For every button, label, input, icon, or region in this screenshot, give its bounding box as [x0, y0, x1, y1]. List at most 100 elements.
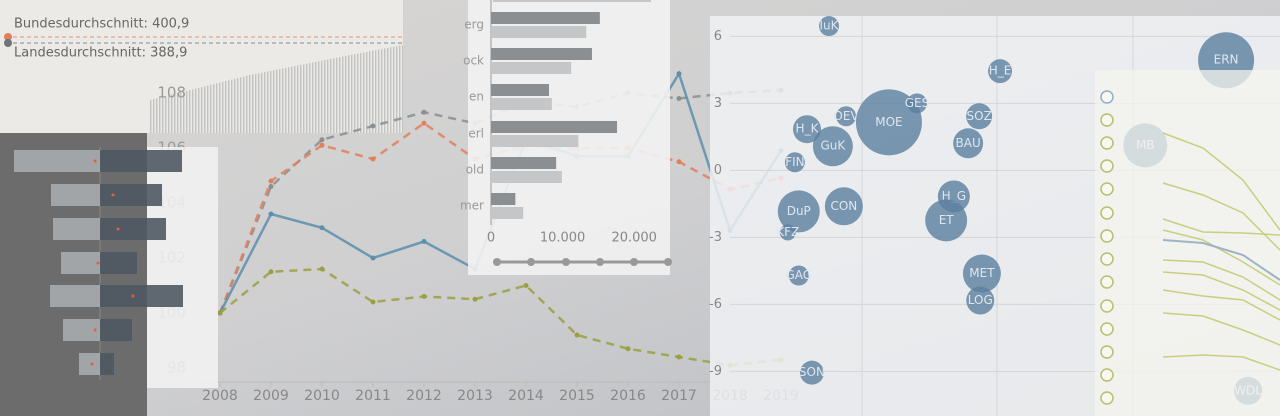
point [268, 211, 274, 217]
point [268, 184, 274, 189]
bar [491, 48, 592, 60]
bubble-label: MOE [875, 115, 902, 129]
marker [131, 294, 135, 298]
bubble [907, 93, 927, 114]
bubble [812, 126, 853, 167]
bubble [819, 16, 839, 37]
point [523, 283, 529, 288]
bubble-label: DuP [787, 204, 811, 218]
bubble-label: ET [939, 213, 955, 227]
point [421, 120, 427, 126]
marker [96, 261, 100, 265]
bar [491, 62, 572, 74]
bubble [966, 103, 993, 130]
bar [491, 157, 557, 169]
x-tick-label: 2009 [253, 388, 289, 404]
bubble [799, 360, 824, 385]
point [472, 296, 478, 302]
bar [491, 98, 552, 110]
y-tick-label: 6 [714, 29, 722, 44]
point [217, 310, 223, 316]
bubble [784, 152, 805, 173]
bar [50, 285, 100, 307]
bar [100, 252, 137, 274]
hbar-chart: 0 10.000 20.000 erg ock en erl old mer [460, 0, 672, 275]
bar [491, 135, 579, 147]
panel [1095, 70, 1280, 416]
y-tick-label: -3 [709, 230, 722, 245]
bubble [788, 265, 809, 286]
panel [147, 147, 218, 388]
bubble-label: GAG [785, 268, 812, 282]
bubble-label: MET [969, 266, 995, 280]
x-tick-label: 20.000 [611, 231, 657, 246]
point [421, 109, 427, 115]
point [676, 71, 682, 77]
bubble-label: KFZ [776, 225, 799, 239]
reference-label: Landesdurchschnitt: 388,9 [14, 46, 187, 61]
bar [100, 353, 114, 375]
marker [111, 193, 115, 197]
x-tick-label: 2015 [559, 388, 595, 404]
point [268, 178, 274, 184]
bubble [953, 128, 984, 159]
point [676, 96, 682, 101]
bar [491, 207, 524, 219]
point [676, 354, 682, 360]
marker [116, 227, 120, 231]
legend-circles [1100, 90, 1114, 405]
x-tick-label: 0 [487, 231, 495, 246]
point [421, 294, 427, 299]
point [370, 255, 376, 261]
bubble [966, 286, 995, 315]
bubble [988, 59, 1013, 84]
y-tick-label: 0 [714, 163, 722, 178]
x-tick-label: 2010 [304, 388, 340, 404]
bubble [779, 224, 796, 241]
point [574, 332, 580, 338]
bubble-label: OEV [833, 109, 859, 123]
point [421, 239, 427, 244]
x-tick-label: 2017 [661, 388, 697, 404]
x-tick-label: 2011 [355, 388, 391, 404]
bar [79, 353, 100, 375]
point [268, 269, 274, 275]
bubble-label: SOZ [967, 109, 992, 123]
slope-chart [1095, 70, 1280, 416]
x-tick-label: 2014 [508, 388, 544, 404]
bubble [962, 254, 1001, 293]
y-tick-label: 108 [157, 84, 186, 102]
point [319, 225, 325, 231]
category-label: erl [468, 127, 484, 141]
marker [90, 362, 94, 366]
x-tick-label: 2013 [457, 388, 493, 404]
bubble [836, 106, 857, 127]
bubble-label: FIN [785, 155, 804, 169]
bar-cut [493, 0, 651, 2]
bar [491, 12, 600, 24]
category-label: erg [464, 18, 484, 32]
slider-dots [493, 258, 672, 266]
bubble-label: LOG [968, 293, 993, 307]
dark-block [0, 133, 147, 416]
reference-label: Bundesdurchschnitt: 400,9 [14, 17, 189, 32]
point [625, 346, 631, 352]
point [319, 142, 325, 148]
point [370, 299, 376, 305]
y-tick-label: -9 [709, 364, 722, 379]
bubble [793, 115, 821, 144]
marker [93, 328, 97, 332]
bubble-label: H_E [989, 64, 1012, 78]
x-tick-label: 2016 [610, 388, 646, 404]
dense-bars [150, 45, 403, 133]
category-label: ock [463, 54, 484, 68]
bubble [925, 199, 968, 242]
y-tick-label: 3 [714, 96, 722, 111]
bubble-label: CON [830, 199, 857, 213]
x-tick-label: 2008 [202, 388, 238, 404]
bubble-label: GuK [820, 139, 846, 153]
point [676, 159, 682, 165]
bubble-label: IuK [819, 19, 839, 33]
diverging-chart [14, 147, 218, 388]
